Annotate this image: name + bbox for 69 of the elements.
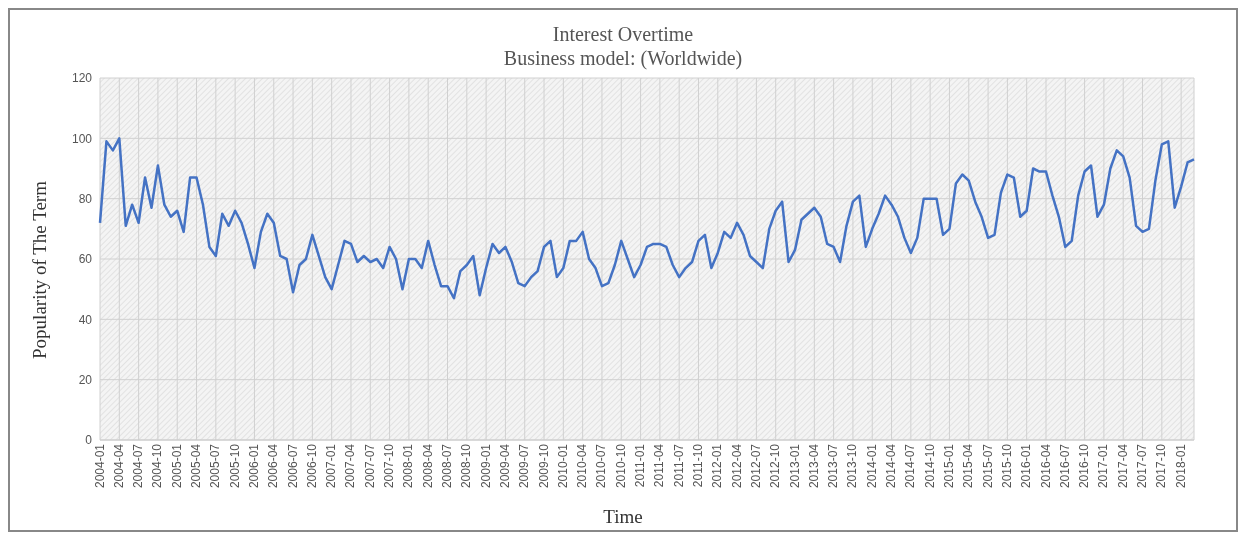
x-tick-label: 2004-01 xyxy=(92,443,107,489)
x-tick-label: 2014-07 xyxy=(903,443,918,489)
x-tick-label: 2008-07 xyxy=(440,443,455,489)
x-tick-label: 2015-07 xyxy=(980,443,995,489)
x-tick-label: 2009-07 xyxy=(517,443,532,489)
x-tick-label: 2004-10 xyxy=(150,443,165,489)
x-tick-label: 2017-07 xyxy=(1135,443,1150,489)
x-tick-label: 2015-01 xyxy=(941,443,956,489)
x-tick-label: 2012-07 xyxy=(748,443,763,489)
x-tick-label: 2013-01 xyxy=(787,443,802,489)
x-tick-label: 2011-01 xyxy=(633,443,648,488)
x-tick-label: 2013-07 xyxy=(826,443,841,489)
x-tick-label: 2016-07 xyxy=(1057,443,1072,489)
line-series xyxy=(98,137,1196,300)
x-tick-label: 2005-04 xyxy=(189,443,204,489)
x-tick-label: 2011-10 xyxy=(691,443,705,488)
x-tick-label: 2012-01 xyxy=(710,443,725,489)
x-tick-label: 2010-07 xyxy=(594,443,609,489)
x-tick-label: 2009-01 xyxy=(478,443,493,489)
x-tick-label: 2013-10 xyxy=(845,443,860,489)
x-tick-label: 2016-10 xyxy=(1077,443,1092,489)
x-tick-label: 2014-10 xyxy=(922,443,937,489)
x-tick-label: 2005-01 xyxy=(169,443,184,489)
x-tick-label: 2016-04 xyxy=(1038,443,1053,489)
y-tick-label: 20 xyxy=(78,372,93,387)
chart-title: Interest Overtime xyxy=(551,22,695,46)
x-tick-label: 2008-04 xyxy=(420,443,435,489)
x-tick-label: 2009-10 xyxy=(536,443,551,489)
y-tick-label: 60 xyxy=(78,252,93,267)
x-tick-label: 2015-10 xyxy=(999,443,1014,489)
y-tick-label: 100 xyxy=(71,131,93,146)
x-tick-label: 2011-07 xyxy=(671,443,686,488)
x-tick-label: 2010-10 xyxy=(613,443,628,489)
x-tick-label: 2017-10 xyxy=(1154,443,1169,489)
x-tick-label: 2009-04 xyxy=(497,443,512,489)
y-axis-title: Popularity of The Term xyxy=(29,181,51,359)
x-tick-label: 2012-10 xyxy=(768,443,783,489)
x-tick-label: 2006-07 xyxy=(285,443,300,489)
x-tick-label: 2012-04 xyxy=(729,443,744,489)
y-tick-label: 0 xyxy=(85,433,93,448)
x-tick-label: 2016-01 xyxy=(1019,443,1034,489)
x-tick-label: 2014-01 xyxy=(864,443,879,489)
x-tick-label: 2010-04 xyxy=(575,443,590,489)
x-tick-label: 2010-01 xyxy=(555,443,570,489)
x-tick-label: 2004-07 xyxy=(131,443,146,489)
chart-subtitle: Business model: (Worldwide) xyxy=(502,46,744,70)
y-tick-label: 80 xyxy=(78,191,93,206)
x-tick-label: 2005-10 xyxy=(227,443,242,489)
x-tick-label: 2007-10 xyxy=(382,443,397,489)
x-tick-label: 2017-04 xyxy=(1115,443,1130,489)
x-tick-label: 2015-04 xyxy=(961,443,976,489)
x-tick-label: 2018-01 xyxy=(1173,443,1188,489)
x-tick-label: 2011-04 xyxy=(652,443,667,488)
x-tick-label: 2013-04 xyxy=(806,443,821,489)
x-tick-label: 2017-01 xyxy=(1096,443,1111,489)
x-tick-label: 2004-04 xyxy=(111,443,126,489)
x-tick-label: 2007-01 xyxy=(324,443,339,489)
x-tick-label: 2005-07 xyxy=(208,443,223,489)
y-tick-label: 40 xyxy=(78,312,93,327)
x-tick-label: 2006-01 xyxy=(246,443,261,489)
x-tick-label: 2006-10 xyxy=(304,443,319,489)
x-tick-label: 2008-10 xyxy=(459,443,474,489)
y-tick-label: 120 xyxy=(71,71,93,86)
x-tick-label: 2007-07 xyxy=(362,443,377,489)
x-axis-title: Time xyxy=(602,506,644,528)
x-tick-label: 2006-04 xyxy=(266,443,281,489)
x-tick-label: 2014-04 xyxy=(884,443,899,489)
x-tick-label: 2008-01 xyxy=(401,443,416,489)
x-tick-label: 2007-04 xyxy=(343,443,358,489)
